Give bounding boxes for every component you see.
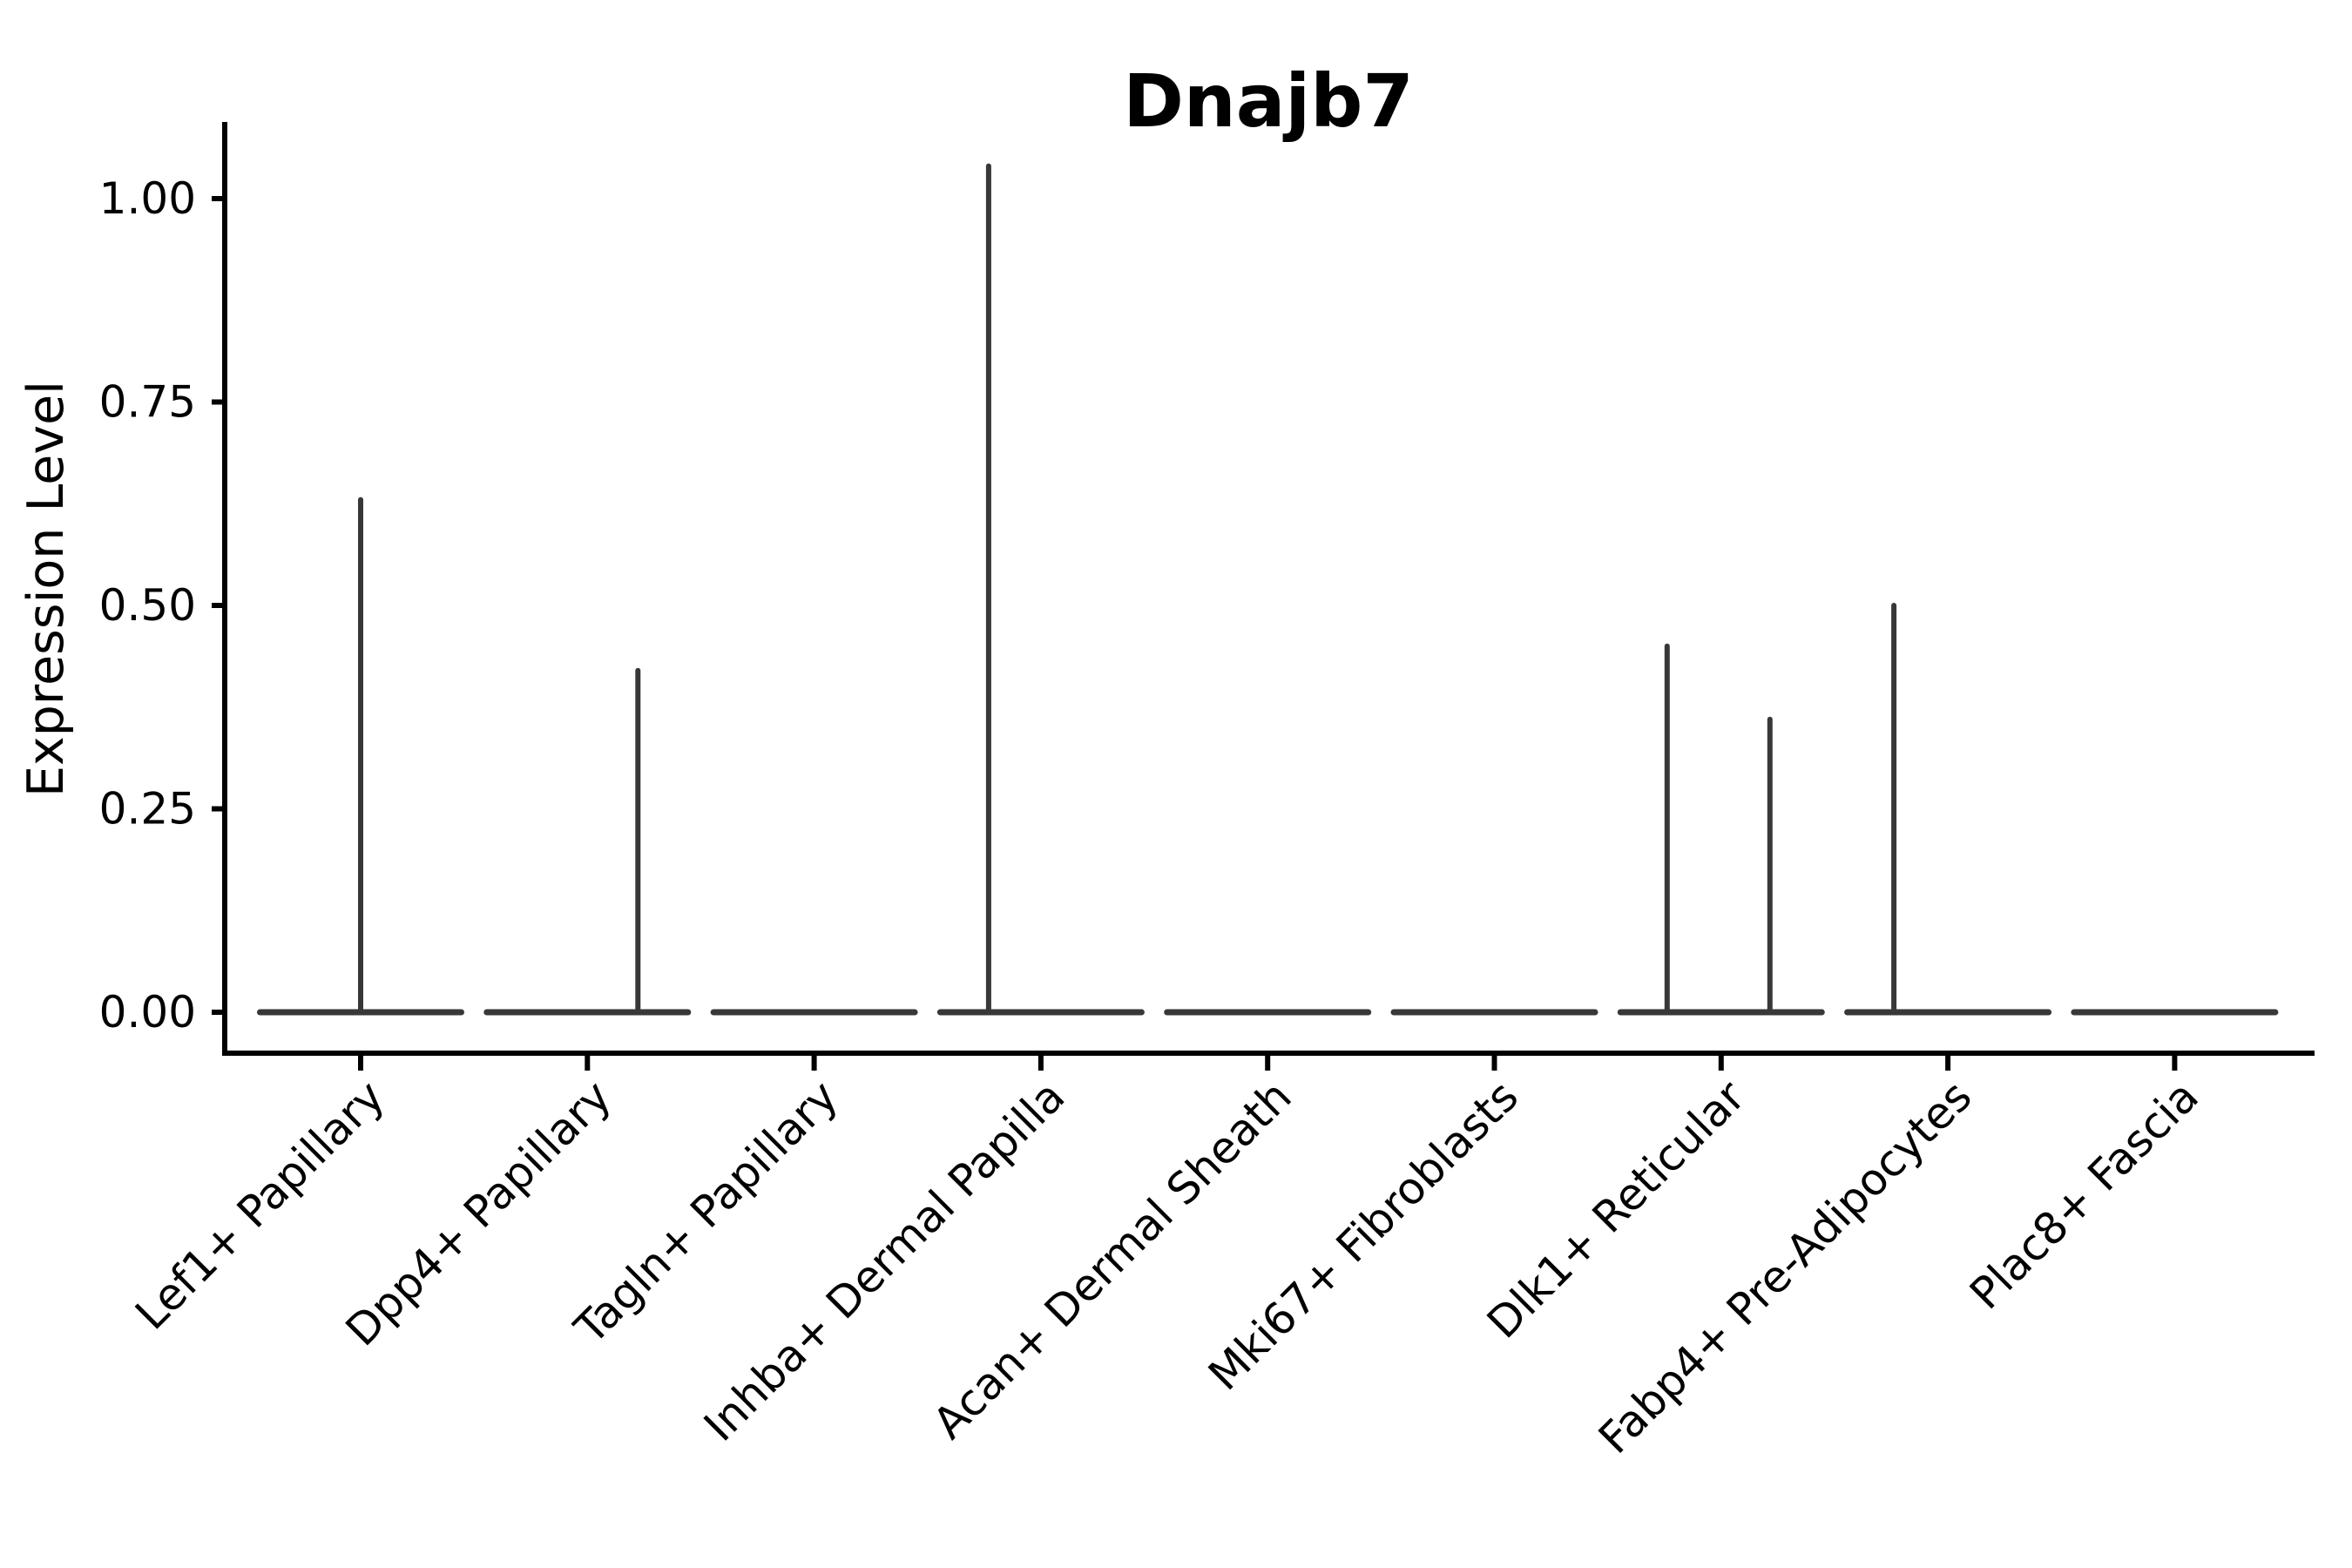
violin-body (1164, 1009, 1372, 1016)
violin-body (2071, 1009, 2279, 1016)
x-tick-label: Inhba+ Dermal Papilla (694, 1071, 1074, 1450)
y-tick-label: 0.75 (99, 377, 196, 428)
y-tick-label: 0.25 (99, 784, 196, 835)
x-tick-label: Lef1+ Papillary (125, 1071, 394, 1339)
y-axis-label: Expression Level (17, 381, 75, 797)
x-tick-label: Fabp4+ Pre-Adipocytes (1589, 1071, 1982, 1463)
y-tick-label: 0.00 (99, 987, 196, 1037)
axes-layer (212, 122, 2315, 1071)
x-tick-label: Plac8+ Fascia (1960, 1071, 2208, 1319)
violin-body (936, 1009, 1145, 1016)
y-tick-label: 0.50 (99, 580, 196, 631)
violin-body (1844, 1009, 2052, 1016)
y-tick-label: 1.00 (99, 173, 196, 224)
violin-body (1617, 1009, 1825, 1016)
plot-title: Dnajb7 (1123, 58, 1414, 144)
violins-layer (257, 163, 2279, 1016)
violin-body (1390, 1009, 1598, 1016)
x-tick-label: Acan+ Dermal Sheath (923, 1071, 1301, 1449)
violin-body (710, 1009, 918, 1016)
violin-body (483, 1009, 692, 1016)
